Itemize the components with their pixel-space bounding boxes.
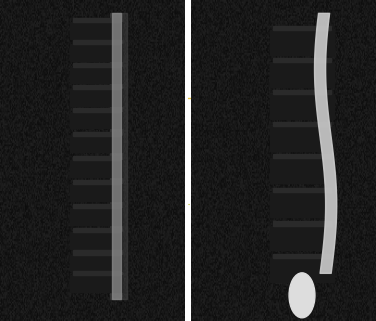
Bar <box>270 226 334 250</box>
Circle shape <box>289 273 315 318</box>
Bar <box>73 18 120 22</box>
Bar <box>73 85 120 89</box>
Bar <box>273 154 331 159</box>
Text: T9: T9 <box>38 189 54 202</box>
Bar <box>273 188 331 192</box>
Bar <box>270 159 334 183</box>
Bar <box>273 90 331 94</box>
Bar <box>70 275 122 292</box>
Bar <box>270 62 334 87</box>
Text: L1: L1 <box>209 90 224 103</box>
Bar <box>70 112 122 128</box>
Bar <box>270 126 334 151</box>
Bar <box>270 30 334 55</box>
Text: B: B <box>201 289 216 308</box>
Bar <box>73 228 120 232</box>
Bar <box>273 122 331 126</box>
Bar <box>70 136 122 152</box>
Text: L2: L2 <box>209 104 224 117</box>
Text: T11: T11 <box>38 230 62 242</box>
Bar <box>273 26 331 30</box>
Bar <box>73 40 120 44</box>
Bar <box>73 180 120 184</box>
Bar <box>273 221 331 226</box>
Bar <box>70 44 122 61</box>
Bar <box>73 250 120 255</box>
Text: T6: T6 <box>38 143 54 156</box>
Bar <box>73 271 120 275</box>
Bar <box>270 192 334 217</box>
Bar <box>70 89 122 106</box>
Bar <box>270 94 334 119</box>
Bar <box>270 258 334 282</box>
Bar <box>70 160 122 177</box>
Bar <box>73 156 120 160</box>
Bar <box>70 208 122 225</box>
Text: A: A <box>11 289 26 308</box>
Bar <box>70 67 122 83</box>
Bar <box>273 58 331 62</box>
Bar <box>70 184 122 201</box>
Bar <box>70 255 122 271</box>
Bar <box>70 232 122 249</box>
Bar <box>73 63 120 67</box>
Bar <box>73 108 120 112</box>
Bar <box>73 132 120 136</box>
Bar <box>273 254 331 258</box>
Bar <box>70 22 122 39</box>
Bar <box>73 204 120 208</box>
